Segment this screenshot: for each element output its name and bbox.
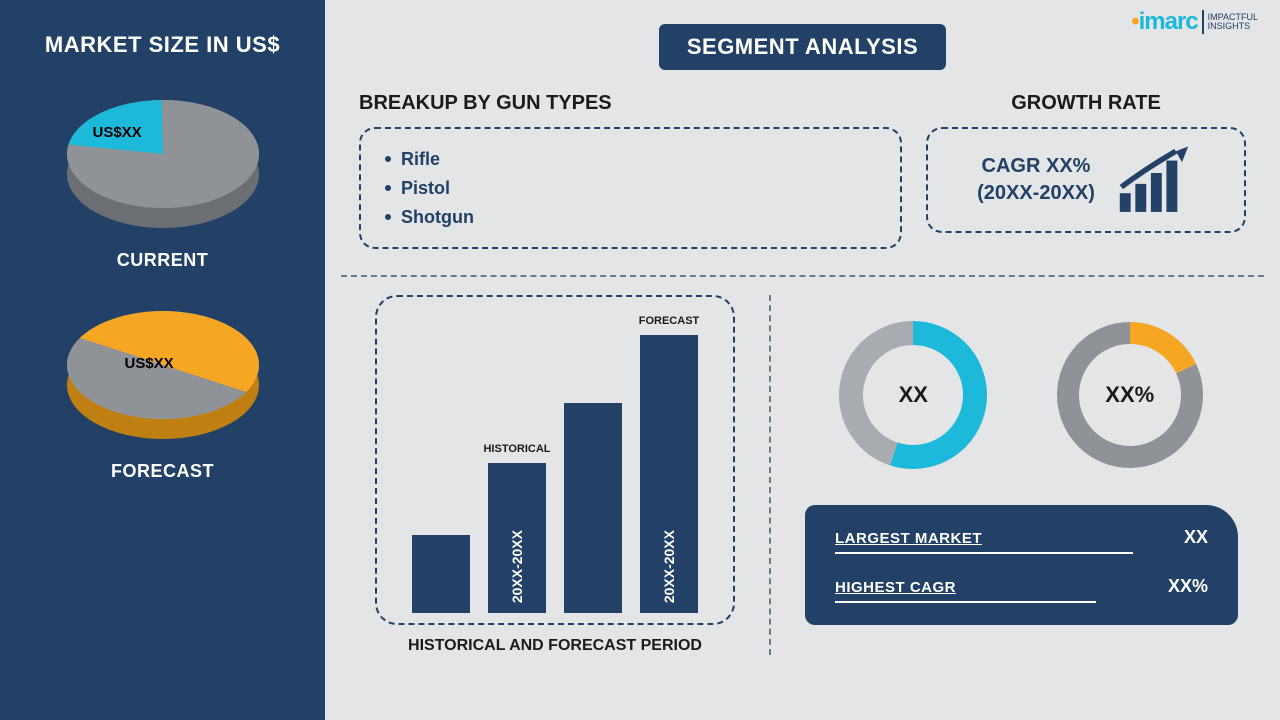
breakup-item: Shotgun	[385, 203, 876, 232]
bar	[412, 535, 470, 613]
bar-period: 20XX-20XX	[509, 530, 525, 603]
root: MARKET SIZE IN US$ US$XX CURRENT US$XX F…	[0, 0, 1280, 720]
bar-tag: HISTORICAL	[483, 443, 550, 455]
pie-current-chart: US$XX	[53, 86, 273, 236]
logo-brand-text: imarc	[1139, 8, 1198, 35]
bar-column	[412, 321, 470, 613]
logo: •imarc IMPACTFUL INSIGHTS	[1131, 8, 1258, 36]
growth-line1: CAGR XX%	[977, 153, 1095, 180]
info-cagr-line	[835, 601, 1096, 603]
growth-box: CAGR XX% (20XX-20XX)	[926, 127, 1246, 233]
donut-2-value: XX%	[1105, 382, 1154, 408]
bar: HISTORICAL20XX-20XX	[488, 463, 546, 613]
donut-2: XX%	[1050, 315, 1210, 475]
row-top: BREAKUP BY GUN TYPES RiflePistolShotgun …	[341, 92, 1264, 277]
sidebar-title: MARKET SIZE IN US$	[45, 32, 280, 58]
sidebar: MARKET SIZE IN US$ US$XX CURRENT US$XX F…	[0, 0, 325, 720]
growth-title: GROWTH RATE	[926, 92, 1246, 115]
pie-forecast-value: US$XX	[125, 355, 174, 372]
main: •imarc IMPACTFUL INSIGHTS SEGMENT ANALYS…	[325, 0, 1280, 720]
breakup-title: BREAKUP BY GUN TYPES	[359, 92, 902, 115]
pie-forecast: US$XX FORECAST	[16, 297, 309, 482]
info-row-cagr: HIGHEST CAGR XX%	[835, 576, 1208, 603]
bar-chart-caption: HISTORICAL AND FORECAST PERIOD	[408, 637, 702, 655]
donuts-row: XX XX%	[805, 315, 1238, 475]
row-bottom: HISTORICAL20XX-20XXFORECAST20XX-20XX HIS…	[341, 277, 1264, 655]
pie-forecast-caption: FORECAST	[111, 461, 214, 482]
breakup-section: BREAKUP BY GUN TYPES RiflePistolShotgun	[359, 92, 902, 249]
growth-text: CAGR XX% (20XX-20XX)	[977, 153, 1095, 207]
pie-forecast-chart: US$XX	[53, 297, 273, 447]
pie-current: US$XX CURRENT	[16, 86, 309, 271]
info-cagr-value: XX%	[1168, 576, 1208, 597]
logo-tagline-2: INSIGHTS	[1208, 22, 1258, 31]
donut-1: XX	[833, 315, 993, 475]
bar-chart: HISTORICAL20XX-20XXFORECAST20XX-20XX	[375, 295, 735, 625]
info-largest-value: XX	[1184, 527, 1208, 548]
bar: FORECAST20XX-20XX	[640, 335, 698, 613]
growth-section: GROWTH RATE CAGR XX% (20XX-20XX)	[926, 92, 1246, 249]
logo-separator	[1202, 10, 1204, 34]
bar-column: HISTORICAL20XX-20XX	[488, 321, 546, 613]
main-title: SEGMENT ANALYSIS	[659, 24, 946, 70]
breakup-item: Pistol	[385, 174, 876, 203]
donut-1-value: XX	[899, 382, 928, 408]
info-card: LARGEST MARKET XX HIGHEST CAGR XX%	[805, 505, 1238, 625]
growth-line2: (20XX-20XX)	[977, 180, 1095, 207]
growth-arrow-icon	[1113, 145, 1195, 215]
forecast-panel: HISTORICAL20XX-20XXFORECAST20XX-20XX HIS…	[341, 295, 771, 655]
logo-tagline: IMPACTFUL INSIGHTS	[1208, 13, 1258, 31]
bar-tag: FORECAST	[639, 315, 700, 327]
info-cagr-label: HIGHEST CAGR	[835, 579, 956, 596]
bar-period: 20XX-20XX	[661, 530, 677, 603]
info-row-largest: LARGEST MARKET XX	[835, 527, 1208, 554]
breakup-item: Rifle	[385, 145, 876, 174]
breakup-list: RiflePistolShotgun	[385, 145, 876, 231]
breakup-box: RiflePistolShotgun	[359, 127, 902, 249]
bar-column: FORECAST20XX-20XX	[640, 321, 698, 613]
bar	[564, 403, 622, 613]
logo-brand: •imarc	[1131, 8, 1197, 36]
info-largest-line	[835, 552, 1133, 554]
bar-column	[564, 321, 622, 613]
stats-panel: XX XX% LARGEST MARKET XX	[771, 295, 1264, 655]
info-largest-label: LARGEST MARKET	[835, 530, 982, 547]
pie-current-value: US$XX	[93, 124, 142, 141]
pie-current-caption: CURRENT	[117, 250, 209, 271]
